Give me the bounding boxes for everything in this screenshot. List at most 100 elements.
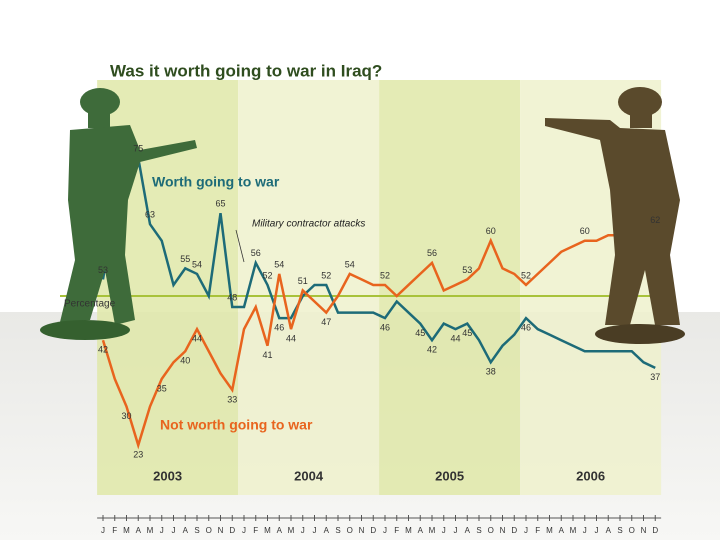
value-label: 51 [298, 276, 308, 286]
x-tick-label: A [136, 526, 142, 535]
x-tick-label: J [583, 526, 587, 535]
value-label: 56 [427, 248, 437, 258]
value-label: 65 [215, 199, 225, 209]
value-label: 41 [262, 350, 272, 360]
x-tick-label: J [442, 526, 446, 535]
x-tick-label: A [183, 526, 189, 535]
x-tick-label: S [335, 526, 340, 535]
value-label: 56 [251, 248, 261, 258]
value-label: 75 [133, 143, 143, 153]
x-tick-label: J [595, 526, 599, 535]
value-label: 54 [274, 259, 284, 269]
value-label: 47 [321, 317, 331, 327]
x-tick-label: J [301, 526, 305, 535]
year-label: 2006 [576, 468, 605, 483]
value-label: 30 [121, 411, 131, 421]
x-tick-label: M [546, 526, 553, 535]
year-bands: 2003 2004 2005 2006 [97, 80, 662, 495]
chart-title: Was it worth going to war in Iraq? [110, 61, 382, 80]
x-tick-label: M [570, 526, 577, 535]
x-tick-label: M [147, 526, 154, 535]
series-line [101, 228, 656, 450]
x-tick-label: F [535, 526, 540, 535]
x-tick-label: A [465, 526, 471, 535]
value-label: 46 [380, 322, 390, 332]
x-tick-label: M [288, 526, 295, 535]
reference-label: Percentage [64, 299, 116, 310]
x-tick-label: M [123, 526, 130, 535]
value-label: 52 [521, 270, 531, 280]
annotation: Military contractor attacks [252, 219, 365, 230]
x-tick-label: O [629, 526, 635, 535]
x-tick-label: A [559, 526, 565, 535]
value-label: 37 [650, 372, 660, 382]
year-label: 2005 [435, 468, 464, 483]
soldier-left [40, 88, 197, 340]
value-label: 46 [521, 322, 531, 332]
x-tick-label: D [229, 526, 235, 535]
x-tick-label: F [394, 526, 399, 535]
x-tick-label: N [641, 526, 647, 535]
value-label: 44 [450, 334, 460, 344]
value-label: 60 [580, 226, 590, 236]
year-label: 2003 [153, 468, 182, 483]
value-label: 60 [486, 226, 496, 236]
value-label: 45 [415, 328, 425, 338]
value-label: 33 [227, 394, 237, 404]
x-tick-label: N [218, 526, 224, 535]
value-label: 23 [133, 450, 143, 460]
value-label: 38 [486, 367, 496, 377]
x-tick-label: M [405, 526, 412, 535]
x-tick-label: J [101, 526, 105, 535]
x-tick-label: J [454, 526, 458, 535]
soldier-right [545, 87, 685, 344]
value-label: 40 [180, 356, 190, 366]
series-line [101, 153, 656, 369]
x-tick-label: D [511, 526, 517, 535]
value-label: 44 [286, 334, 296, 344]
labels: Percentage537563555465485652465246454244… [64, 143, 660, 459]
value-label: 42 [427, 345, 437, 355]
x-tick-label: O [488, 526, 494, 535]
value-label: 46 [274, 322, 284, 332]
x-tick-label: A [324, 526, 330, 535]
value-label: 53 [462, 265, 472, 275]
x-tick-label: N [359, 526, 365, 535]
x-tick-label: M [429, 526, 436, 535]
x-tick-label: J [383, 526, 387, 535]
value-label: 42 [98, 345, 108, 355]
x-tick-label: A [418, 526, 424, 535]
year-label: 2004 [294, 468, 324, 483]
value-label: 55 [180, 254, 190, 264]
value-label: 35 [157, 383, 167, 393]
value-label: 52 [321, 270, 331, 280]
x-tick-label: A [277, 526, 283, 535]
x-tick-label: S [617, 526, 622, 535]
x-tick-label: A [606, 526, 612, 535]
x-tick-label: D [370, 526, 376, 535]
x-tick-label: J [172, 526, 176, 535]
value-label: 54 [192, 259, 202, 269]
value-label: 52 [380, 270, 390, 280]
value-label: 63 [145, 210, 155, 220]
x-tick-label: F [253, 526, 258, 535]
x-tick-label: J [242, 526, 246, 535]
x-tick-label: J [313, 526, 317, 535]
x-tick-label: F [112, 526, 117, 535]
year-band [238, 80, 380, 495]
annotation-pointer [235, 229, 245, 263]
x-tick-label: S [476, 526, 481, 535]
value-label: 45 [462, 328, 472, 338]
legend-label: Worth going to war [152, 174, 280, 190]
value-label: 62 [650, 215, 660, 225]
x-tick-label: N [500, 526, 506, 535]
x-tick-label: O [347, 526, 353, 535]
x-tick-label: J [524, 526, 528, 535]
x-tick-label: J [160, 526, 164, 535]
value-label: 52 [262, 270, 272, 280]
value-label: 44 [192, 334, 202, 344]
x-tick-label: M [264, 526, 271, 535]
x-tick-label: O [206, 526, 212, 535]
value-label: 48 [227, 292, 237, 302]
